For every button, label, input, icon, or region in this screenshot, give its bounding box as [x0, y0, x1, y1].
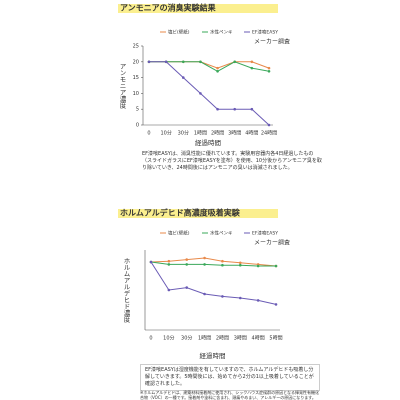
point [274, 264, 278, 268]
x-tick-label: 5時間 [269, 336, 282, 342]
point [181, 76, 185, 79]
series-line [149, 61, 270, 126]
point [185, 258, 189, 261]
point [250, 60, 254, 64]
x-tick-label: 2時間 [211, 131, 224, 137]
point [185, 286, 189, 289]
x-tick-label: 3時間 [234, 336, 247, 342]
legend-label: 塩ビ(壁紙) [168, 29, 190, 36]
point [149, 260, 153, 264]
chart-title: アンモニアの消臭実験結果 [120, 3, 216, 13]
point [250, 107, 254, 111]
x-tick-label: 24時間 [261, 131, 277, 137]
x-tick-label: 2時間 [216, 336, 229, 342]
point [233, 107, 237, 111]
point [221, 263, 224, 267]
y-tick-label: 10 [133, 91, 139, 97]
point [164, 60, 168, 64]
legend-label: 水性ペンキ [210, 29, 233, 36]
point [256, 299, 260, 302]
chart-title: ホルムアルデヒド高濃度吸着実験 [120, 208, 241, 218]
x-tick-label: 0 [149, 336, 152, 342]
series-line [149, 61, 270, 72]
point [216, 107, 219, 111]
note: EF漆喰EASYは、消臭性能に優れています。実験用容器内各4日経過したもの（スラ… [142, 151, 322, 171]
note: EF漆喰EASYは湿度機能を有していますので、ホルムアルデヒドも吸着し分解してい… [140, 364, 320, 391]
point [203, 256, 206, 260]
point [181, 60, 185, 64]
x-tick-label: 4時間 [252, 336, 265, 342]
point [267, 69, 271, 73]
y-tick-label: 5 [136, 107, 139, 113]
title-highlight [118, 4, 278, 13]
x-tick-label: 10分 [163, 335, 174, 342]
legend-label: EF漆喰EASY [252, 29, 278, 36]
point [233, 60, 237, 64]
y-axis-label: ホルムアルデヒド濃度 [122, 257, 130, 324]
x-tick-label: 1時間 [198, 336, 211, 342]
legend-label: 塩ビ(壁紙) [168, 230, 190, 237]
point [238, 263, 242, 267]
point [221, 295, 224, 298]
x-axis-label: 経過時間 [200, 351, 226, 360]
annotation: メーカー調査 [254, 239, 290, 247]
point [167, 263, 171, 266]
point [216, 66, 219, 70]
point [274, 303, 278, 306]
point [185, 263, 189, 266]
point [199, 92, 202, 95]
x-axis-label: 経過時間 [195, 138, 221, 147]
title-highlight [118, 209, 278, 218]
y-tick-label: 15 [133, 75, 139, 81]
point [238, 296, 242, 300]
y-axis-label: アンモニア濃度 [118, 62, 126, 109]
point [147, 60, 151, 64]
footnote: ※ホルムアルデヒドは、建築材料接着剤に使用され、シックハウス症候群の原因となる揮… [140, 390, 319, 400]
point [203, 292, 206, 296]
point [267, 123, 271, 127]
x-tick-label: 10分 [160, 130, 171, 137]
x-tick-label: 3時間 [228, 131, 241, 137]
legend-label: 水性ペンキ [210, 230, 233, 237]
x-tick-label: 30分 [181, 335, 192, 342]
series-line [150, 261, 276, 267]
point [216, 69, 219, 73]
point [199, 60, 202, 64]
x-tick-label: 30分 [178, 130, 189, 137]
point [221, 259, 224, 263]
x-tick-label: 0 [147, 131, 150, 137]
point [167, 259, 171, 263]
point [167, 288, 171, 292]
x-tick-label: 4時間 [245, 131, 258, 137]
legend-label: EF漆喰EASY [252, 230, 278, 237]
series-line [150, 261, 277, 305]
series-line [150, 257, 277, 267]
point [267, 66, 271, 70]
y-tick-label: 0 [136, 123, 139, 129]
annotation: メーカー調査 [254, 38, 290, 46]
y-tick-label: 25 [133, 44, 139, 50]
point [203, 263, 206, 266]
point [250, 66, 254, 70]
point [256, 264, 260, 268]
x-tick-label: 1時間 [194, 131, 207, 137]
point [238, 261, 242, 265]
y-tick-label: 20 [133, 59, 139, 65]
